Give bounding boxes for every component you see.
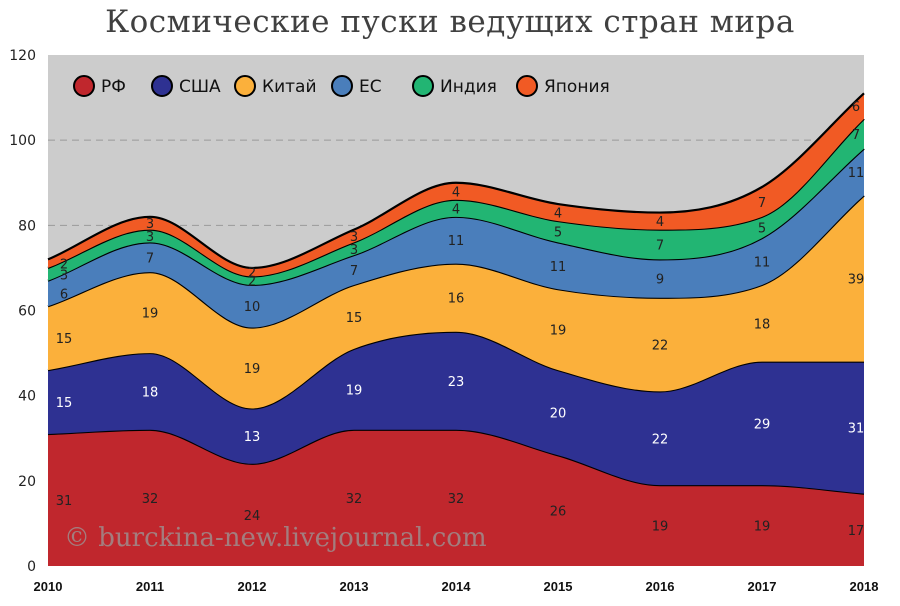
data-label: 19 [346, 383, 363, 398]
data-label: 6 [852, 100, 860, 115]
data-label: 5 [758, 221, 766, 236]
data-label: 7 [146, 251, 154, 266]
data-label: 31 [56, 494, 73, 509]
data-label: 4 [452, 185, 460, 200]
data-label: 4 [656, 215, 664, 230]
data-label: 2 [60, 258, 68, 273]
x-tick-label: 2018 [850, 579, 879, 594]
data-label: 4 [554, 207, 562, 222]
legend-marker [412, 75, 434, 97]
data-label: 7 [350, 264, 358, 279]
data-label: 11 [848, 166, 865, 181]
data-label: 23 [448, 375, 465, 390]
legend-marker [516, 75, 538, 97]
legend-item-6: Япония [516, 75, 610, 97]
area-3 [48, 195, 864, 409]
data-label: 32 [142, 492, 159, 507]
legend-item-4: ЕС [331, 75, 382, 97]
legend-label: Китай [262, 77, 317, 97]
data-label: 2 [248, 275, 256, 290]
x-tick-label: 2015 [544, 579, 573, 594]
data-label: 11 [448, 234, 465, 249]
data-label: 2 [248, 266, 256, 281]
y-tick-label: 40 [18, 389, 36, 405]
legend-item-1: РФ [73, 75, 126, 97]
y-tick-label: 100 [9, 133, 36, 149]
data-label: 3 [60, 268, 68, 283]
data-label: 17 [848, 524, 865, 539]
area-2 [48, 331, 864, 494]
area-4 [48, 148, 864, 328]
data-label: 39 [848, 273, 865, 288]
data-label: 7 [656, 238, 664, 253]
data-label: 11 [754, 256, 771, 271]
data-label: 18 [754, 317, 771, 332]
y-tick-label: 0 [27, 559, 36, 575]
data-label: 19 [142, 307, 159, 322]
data-label: 5 [554, 226, 562, 241]
legend-label: США [179, 77, 221, 97]
data-label: 22 [652, 339, 669, 354]
area-6 [48, 93, 864, 277]
data-label: 31 [848, 422, 865, 437]
y-tick-label: 20 [18, 474, 36, 490]
legend-item-5: Индия [412, 75, 497, 97]
legend-label: РФ [101, 77, 126, 97]
data-label: 3 [350, 243, 358, 258]
data-label: 15 [346, 311, 363, 326]
legend-label: Япония [544, 77, 610, 97]
x-tick-label: 2014 [442, 579, 472, 594]
data-label: 29 [754, 417, 771, 432]
data-label: 11 [550, 260, 567, 275]
legend-marker [331, 75, 353, 97]
data-label: 15 [56, 396, 73, 411]
x-tick-label: 2011 [136, 579, 164, 594]
data-label: 3 [146, 217, 154, 232]
data-label: 19 [754, 520, 771, 535]
legend-item-2: США [151, 75, 221, 97]
data-label: 7 [852, 128, 860, 143]
data-label: 7 [758, 196, 766, 211]
chart-title: Космические пуски ведущих стран мира [105, 4, 795, 40]
watermark: © burckina-new.livejournal.com [64, 523, 487, 553]
data-label: 32 [448, 492, 465, 507]
x-tick-label: 2016 [646, 579, 675, 594]
data-label: 16 [448, 292, 465, 307]
legend-label: Индия [440, 77, 497, 97]
data-label: 22 [652, 432, 669, 447]
data-label: 4 [452, 202, 460, 217]
data-label: 18 [142, 385, 159, 400]
x-tick-label: 2012 [238, 579, 267, 594]
data-label: 13 [244, 430, 261, 445]
legend-marker [151, 75, 173, 97]
data-label: 19 [244, 362, 261, 377]
area-boundary-6 [47, 92, 865, 270]
y-tick-label: 60 [18, 304, 36, 320]
data-label: 15 [56, 332, 73, 347]
area-1 [48, 429, 864, 566]
y-tick-label: 120 [9, 48, 36, 64]
data-label: 3 [146, 230, 154, 245]
legend-marker [73, 75, 95, 97]
data-label: 26 [550, 505, 567, 520]
data-label: 6 [60, 287, 68, 302]
data-label: 10 [244, 300, 261, 315]
x-tick-label: 2017 [748, 579, 777, 594]
legend-label: ЕС [359, 77, 382, 97]
data-label: 9 [656, 273, 664, 288]
data-label: 19 [550, 324, 567, 339]
y-tick-label: 80 [18, 218, 36, 234]
data-label: 3 [350, 230, 358, 245]
legend-marker [234, 75, 256, 97]
x-tick-label: 2013 [340, 579, 369, 594]
data-label: 19 [652, 520, 669, 535]
data-label: 20 [550, 407, 567, 422]
area-5 [48, 118, 864, 285]
legend-item-3: Китай [234, 75, 317, 97]
data-label: 32 [346, 492, 363, 507]
x-tick-label: 2010 [34, 579, 63, 594]
data-label: 24 [244, 509, 261, 524]
